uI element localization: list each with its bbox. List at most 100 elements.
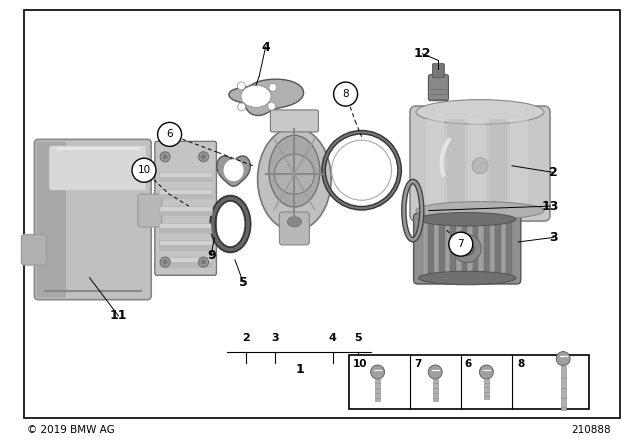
Bar <box>468 119 486 211</box>
Ellipse shape <box>419 212 516 226</box>
Circle shape <box>268 102 276 110</box>
Bar <box>500 221 506 276</box>
Bar <box>510 119 528 211</box>
Bar <box>451 221 456 276</box>
Bar <box>490 221 495 276</box>
Bar <box>159 177 212 181</box>
Text: © 2019 BMW AG: © 2019 BMW AG <box>27 425 115 435</box>
FancyBboxPatch shape <box>280 212 309 245</box>
Text: 7: 7 <box>458 239 464 249</box>
Text: 5: 5 <box>355 333 362 343</box>
Bar <box>467 221 473 276</box>
Circle shape <box>275 154 314 194</box>
Text: 2: 2 <box>243 333 250 343</box>
Circle shape <box>449 232 473 256</box>
Bar <box>456 221 461 276</box>
Bar <box>159 257 212 267</box>
Bar <box>561 366 566 410</box>
Bar <box>445 221 451 276</box>
Bar <box>159 223 212 233</box>
Text: 3: 3 <box>271 333 279 343</box>
Ellipse shape <box>287 217 301 227</box>
Circle shape <box>198 152 209 162</box>
FancyBboxPatch shape <box>271 110 319 132</box>
Circle shape <box>237 82 245 90</box>
FancyBboxPatch shape <box>410 106 550 221</box>
Bar <box>478 221 484 276</box>
Bar <box>349 355 589 409</box>
Circle shape <box>201 154 206 159</box>
Circle shape <box>160 152 170 162</box>
FancyBboxPatch shape <box>138 194 162 227</box>
FancyBboxPatch shape <box>413 213 521 284</box>
Circle shape <box>163 154 168 159</box>
Ellipse shape <box>419 271 516 285</box>
Bar <box>484 221 490 276</box>
Bar <box>159 262 212 267</box>
Bar <box>159 228 212 233</box>
Circle shape <box>198 257 209 267</box>
Bar <box>428 221 434 276</box>
Bar <box>159 206 212 215</box>
Circle shape <box>556 352 570 366</box>
Polygon shape <box>217 156 250 186</box>
Bar <box>159 172 212 181</box>
Circle shape <box>472 158 488 174</box>
Text: 5: 5 <box>239 276 248 289</box>
Text: 10: 10 <box>353 359 368 369</box>
Bar <box>159 240 212 250</box>
Ellipse shape <box>258 128 332 231</box>
Circle shape <box>460 241 474 256</box>
Ellipse shape <box>416 202 544 220</box>
Bar <box>434 221 439 276</box>
Bar <box>375 379 380 401</box>
Text: 11: 11 <box>109 309 127 323</box>
Circle shape <box>428 365 442 379</box>
Bar <box>495 221 500 276</box>
Bar <box>461 221 467 276</box>
Ellipse shape <box>416 100 544 125</box>
Circle shape <box>453 235 481 263</box>
Text: 2: 2 <box>549 166 558 179</box>
Text: 210888: 210888 <box>572 425 611 435</box>
FancyBboxPatch shape <box>428 75 449 101</box>
Bar <box>426 119 444 211</box>
Bar <box>489 119 507 211</box>
Text: 4: 4 <box>329 333 337 343</box>
FancyBboxPatch shape <box>155 142 216 275</box>
Ellipse shape <box>269 135 320 207</box>
Circle shape <box>157 122 182 146</box>
Ellipse shape <box>241 85 271 108</box>
Circle shape <box>163 259 168 265</box>
Circle shape <box>201 259 206 265</box>
FancyBboxPatch shape <box>21 234 47 265</box>
Bar <box>159 245 212 250</box>
FancyBboxPatch shape <box>433 64 444 78</box>
Bar <box>506 221 512 276</box>
Text: 6: 6 <box>166 129 173 139</box>
Bar <box>447 119 465 211</box>
Circle shape <box>160 257 170 267</box>
Circle shape <box>237 103 246 111</box>
Bar <box>433 379 438 401</box>
Circle shape <box>479 365 493 379</box>
Bar <box>484 379 489 399</box>
Bar <box>159 211 212 215</box>
Ellipse shape <box>223 159 244 181</box>
Circle shape <box>333 82 358 106</box>
FancyBboxPatch shape <box>36 142 66 297</box>
Bar <box>439 221 445 276</box>
Text: 13: 13 <box>541 199 559 213</box>
Text: 6: 6 <box>465 359 472 369</box>
FancyBboxPatch shape <box>49 146 146 190</box>
Bar <box>422 221 428 276</box>
Text: 4: 4 <box>261 40 270 54</box>
Text: 3: 3 <box>549 231 558 244</box>
Bar <box>159 189 212 198</box>
FancyBboxPatch shape <box>35 139 151 300</box>
Text: 9: 9 <box>207 249 216 262</box>
Polygon shape <box>229 79 303 116</box>
Text: 8: 8 <box>517 359 524 369</box>
Circle shape <box>132 158 156 182</box>
Text: 12: 12 <box>413 47 431 60</box>
